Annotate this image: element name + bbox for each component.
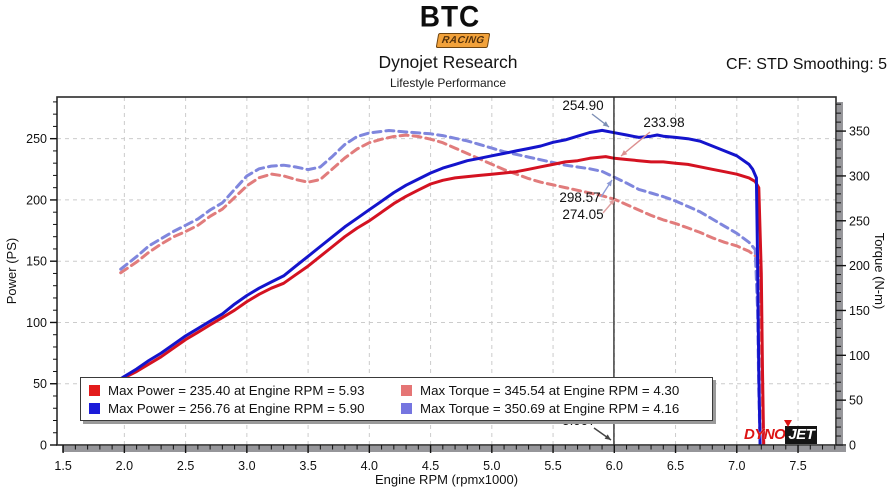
legend-item-max-power-tuned: Max Power = 256.76 at Engine RPM = 5.90	[89, 399, 401, 417]
btc-racing-logo: BTC RACING	[402, 0, 498, 48]
annotation-254.90: 254.90	[562, 98, 603, 113]
svg-text:0: 0	[40, 439, 47, 453]
right-axis-title: Torque (N-m)	[872, 233, 887, 310]
svg-text:100: 100	[26, 316, 47, 330]
page-title: Dynojet Research	[378, 52, 518, 72]
x-axis-title: Engine RPM (rpmx1000)	[375, 472, 518, 487]
dynojet-needle-icon	[784, 420, 792, 427]
svg-text:250: 250	[849, 214, 870, 228]
dynojet-logo-dyno: DYNO	[744, 426, 786, 443]
svg-text:2.0: 2.0	[116, 459, 133, 473]
left-axis-title: Power (PS)	[4, 238, 19, 304]
legend-label: Max Torque = 350.69 at Engine RPM = 4.16	[420, 400, 680, 416]
svg-text:100: 100	[849, 349, 870, 363]
annotation-233.98: 233.98	[643, 115, 684, 130]
curve-power-baseline	[119, 155, 766, 445]
legend-item-max-torque-baseline: Max Torque = 345.54 at Engine RPM = 4.30	[401, 381, 712, 399]
svg-text:350: 350	[849, 125, 870, 139]
svg-text:6.0: 6.0	[606, 459, 623, 473]
svg-text:5.5: 5.5	[544, 459, 561, 473]
svg-text:50: 50	[33, 377, 47, 391]
svg-text:7.5: 7.5	[789, 459, 806, 473]
legend-label: Max Torque = 345.54 at Engine RPM = 4.30	[420, 382, 680, 398]
legend-swatch-periwinkle	[401, 402, 412, 414]
svg-text:3.5: 3.5	[299, 459, 316, 473]
svg-text:1.5: 1.5	[54, 459, 71, 473]
svg-text:250: 250	[26, 132, 47, 146]
svg-text:4.5: 4.5	[422, 459, 439, 473]
svg-text:5.0: 5.0	[483, 459, 500, 473]
curve-torque-tuned	[119, 129, 762, 445]
svg-text:150: 150	[26, 255, 47, 269]
legend-swatch-red	[89, 384, 100, 396]
annotation-274.05: 274.05	[562, 207, 603, 222]
legend-item-max-torque-tuned: Max Torque = 350.69 at Engine RPM = 4.16	[401, 399, 712, 417]
svg-text:200: 200	[26, 193, 47, 207]
svg-text:2.5: 2.5	[177, 459, 194, 473]
dynojet-logo: DYNO JET	[744, 420, 818, 444]
svg-text:200: 200	[849, 259, 870, 273]
legend-box: Max Power = 235.40 at Engine RPM = 5.93 …	[80, 377, 713, 421]
svg-text:3.0: 3.0	[238, 459, 255, 473]
legend-label: Max Power = 256.76 at Engine RPM = 5.90	[108, 400, 365, 416]
svg-text:6.5: 6.5	[667, 459, 684, 473]
svg-text:7.0: 7.0	[728, 459, 745, 473]
curve-power-tuned	[119, 128, 762, 445]
page-subtitle: Lifestyle Performance	[389, 76, 507, 90]
legend-item-max-power-baseline: Max Power = 235.40 at Engine RPM = 5.93	[89, 381, 401, 399]
btc-logo-text: BTC	[419, 0, 481, 33]
dynojet-logo-jet: JET	[785, 426, 818, 444]
svg-text:300: 300	[849, 169, 870, 183]
svg-text:150: 150	[849, 304, 870, 318]
smoothing-note: CF: STD Smoothing: 5	[726, 56, 887, 73]
curve-torque-baseline	[119, 133, 766, 445]
svg-text:0: 0	[849, 439, 856, 453]
legend-swatch-pink	[401, 384, 412, 396]
legend-swatch-blue	[89, 402, 100, 414]
legend-label: Max Power = 235.40 at Engine RPM = 5.93	[108, 382, 365, 398]
svg-text:50: 50	[849, 394, 863, 408]
annotation-298.57: 298.57	[559, 190, 600, 205]
svg-text:4.0: 4.0	[361, 459, 378, 473]
